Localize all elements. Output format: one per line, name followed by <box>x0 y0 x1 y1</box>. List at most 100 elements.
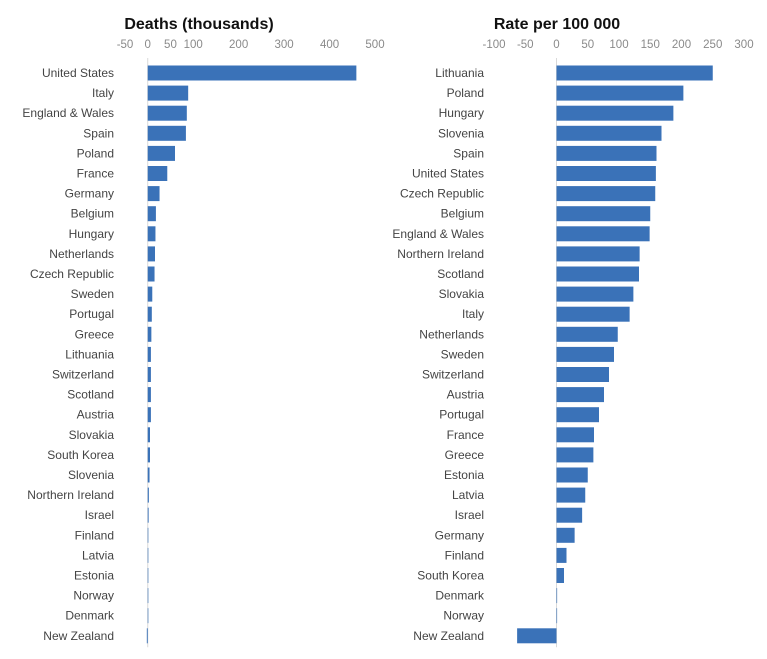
right-bar <box>556 85 684 101</box>
left-category-label: Norway <box>73 589 114 603</box>
left-x-tick-label: 400 <box>320 39 339 51</box>
left-category-label: Finland <box>75 528 114 542</box>
right-bar <box>556 186 656 202</box>
right-x-tick-label: 250 <box>703 39 722 51</box>
right-bar <box>556 387 604 403</box>
right-category-label: Poland <box>447 86 484 100</box>
left-bar <box>147 166 168 181</box>
left-bar <box>147 588 149 604</box>
right-bar <box>556 346 614 362</box>
left-bar <box>146 628 148 644</box>
left-category-label: Latvia <box>82 548 114 562</box>
right-bar <box>556 266 639 282</box>
right-category-label: Belgium <box>441 207 484 221</box>
left-category-label: Netherlands <box>49 247 114 261</box>
left-category-label: South Korea <box>47 448 114 462</box>
right-category-label: United States <box>412 167 484 181</box>
right-chart-title: Rate per 100 000 <box>494 16 620 33</box>
right-bar <box>556 246 640 262</box>
right-bar <box>556 407 599 423</box>
left-x-tick-label: 100 <box>184 39 203 51</box>
right-category-label: Denmark <box>435 589 485 603</box>
right-bar <box>556 306 630 322</box>
right-category-label: France <box>447 428 485 442</box>
left-bar <box>147 568 149 583</box>
left-bar <box>147 85 189 101</box>
right-bar <box>556 367 609 382</box>
right-category-label: Northern Ireland <box>397 247 484 261</box>
right-bar <box>556 427 594 443</box>
right-bar <box>556 326 618 342</box>
right-bar <box>556 568 564 583</box>
left-bar <box>147 608 149 624</box>
left-chart-title: Deaths (thousands) <box>124 16 273 33</box>
left-category-label: Scotland <box>67 388 114 402</box>
right-category-label: Finland <box>445 548 484 562</box>
right-category-label: Slovenia <box>438 126 484 140</box>
right-category-label: Latvia <box>452 488 484 502</box>
right-bar <box>556 527 575 543</box>
right-x-tick-label: 100 <box>609 39 628 51</box>
right-category-label: Czech Republic <box>400 187 484 201</box>
right-bar <box>556 125 662 141</box>
right-x-tick-label: 150 <box>641 39 660 51</box>
left-x-tick-label: 50 <box>164 39 177 51</box>
left-category-label: Italy <box>92 86 114 100</box>
right-x-tick-label: 50 <box>581 39 594 51</box>
right-category-label: Israel <box>455 508 484 522</box>
left-bar <box>147 226 156 242</box>
left-category-label: Portugal <box>69 307 114 321</box>
right-bar <box>556 467 588 483</box>
left-category-label: Greece <box>75 327 115 341</box>
right-bar <box>556 547 567 563</box>
left-x-tick-label: 500 <box>365 39 384 51</box>
left-category-label: Poland <box>77 146 114 160</box>
left-x-tick-label: 200 <box>229 39 248 51</box>
right-bar <box>556 286 634 302</box>
left-category-label: United States <box>42 66 114 80</box>
left-x-tick-label: -50 <box>117 39 134 51</box>
right-bar <box>556 507 583 523</box>
left-category-label: Slovenia <box>68 468 114 482</box>
left-category-label: Germany <box>65 187 114 201</box>
right-bar <box>556 226 650 242</box>
left-bar <box>147 367 151 382</box>
right-bar <box>556 588 558 604</box>
right-category-label: Sweden <box>441 347 484 361</box>
left-bar <box>147 346 151 362</box>
right-category-label: Spain <box>453 146 484 160</box>
left-category-label: Spain <box>83 126 114 140</box>
left-bar <box>147 527 149 543</box>
left-chart-panel: -50 0 50 100 200 300 400 500 United States Italy E… <box>22 39 385 648</box>
left-bar <box>147 266 155 282</box>
left-bar <box>147 145 175 161</box>
right-x-tick-label: -50 <box>517 39 534 51</box>
right-bar <box>556 166 656 181</box>
right-category-label: Greece <box>445 448 485 462</box>
right-category-label: Netherlands <box>419 327 484 341</box>
right-category-label: Slovakia <box>439 287 485 301</box>
left-x-tick-label: 300 <box>274 39 293 51</box>
right-bar <box>556 105 674 121</box>
right-category-label: Hungary <box>439 106 484 120</box>
left-bar <box>147 407 151 423</box>
left-bar <box>147 306 152 322</box>
right-category-label: Germany <box>435 528 484 542</box>
right-category-label: New Zealand <box>413 629 484 643</box>
left-category-label: Northern Ireland <box>27 488 114 502</box>
left-category-label: France <box>77 167 115 181</box>
right-x-tick-label: -100 <box>482 39 505 51</box>
right-category-label: Austria <box>447 388 485 402</box>
left-category-label: Denmark <box>65 609 115 623</box>
left-bar <box>147 487 149 503</box>
left-category-label: New Zealand <box>43 629 114 643</box>
left-bar <box>147 65 357 81</box>
left-bar <box>147 206 156 222</box>
left-category-label: Belgium <box>71 207 114 221</box>
left-bar <box>147 326 152 342</box>
left-bar <box>147 286 153 302</box>
right-chart-panel: -100 -50 0 50 100 150 200 250 300 Lithuania Poland… <box>392 39 754 648</box>
right-category-label: Norway <box>443 609 484 623</box>
right-bar <box>556 65 713 81</box>
